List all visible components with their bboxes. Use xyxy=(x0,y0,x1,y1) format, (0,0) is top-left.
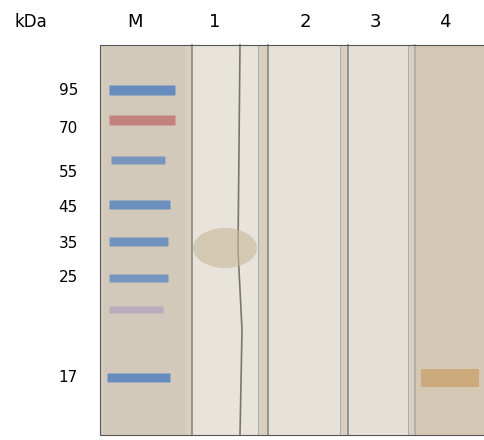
FancyBboxPatch shape xyxy=(109,307,163,313)
Text: 1: 1 xyxy=(209,13,220,31)
Bar xyxy=(100,45,484,435)
Text: kDa: kDa xyxy=(15,13,47,31)
FancyBboxPatch shape xyxy=(109,201,170,209)
FancyBboxPatch shape xyxy=(109,238,168,246)
FancyBboxPatch shape xyxy=(109,85,175,95)
Text: 95: 95 xyxy=(59,83,78,98)
Text: 55: 55 xyxy=(59,165,78,180)
FancyBboxPatch shape xyxy=(109,275,168,282)
Text: 25: 25 xyxy=(59,271,78,286)
Text: 4: 4 xyxy=(439,13,450,31)
Bar xyxy=(268,45,339,435)
Ellipse shape xyxy=(193,228,257,268)
Text: 45: 45 xyxy=(59,199,78,214)
Text: 2: 2 xyxy=(299,13,310,31)
FancyBboxPatch shape xyxy=(420,369,478,387)
Text: 35: 35 xyxy=(59,235,78,250)
Text: 70: 70 xyxy=(59,121,78,136)
Text: M: M xyxy=(127,13,142,31)
Text: 3: 3 xyxy=(368,13,380,31)
Bar xyxy=(348,45,407,435)
FancyBboxPatch shape xyxy=(107,374,170,382)
Bar xyxy=(414,45,484,435)
Bar xyxy=(103,45,184,435)
Bar xyxy=(100,45,484,435)
FancyBboxPatch shape xyxy=(109,116,175,125)
Text: 17: 17 xyxy=(59,370,78,385)
Bar xyxy=(192,45,257,435)
FancyBboxPatch shape xyxy=(111,157,165,165)
